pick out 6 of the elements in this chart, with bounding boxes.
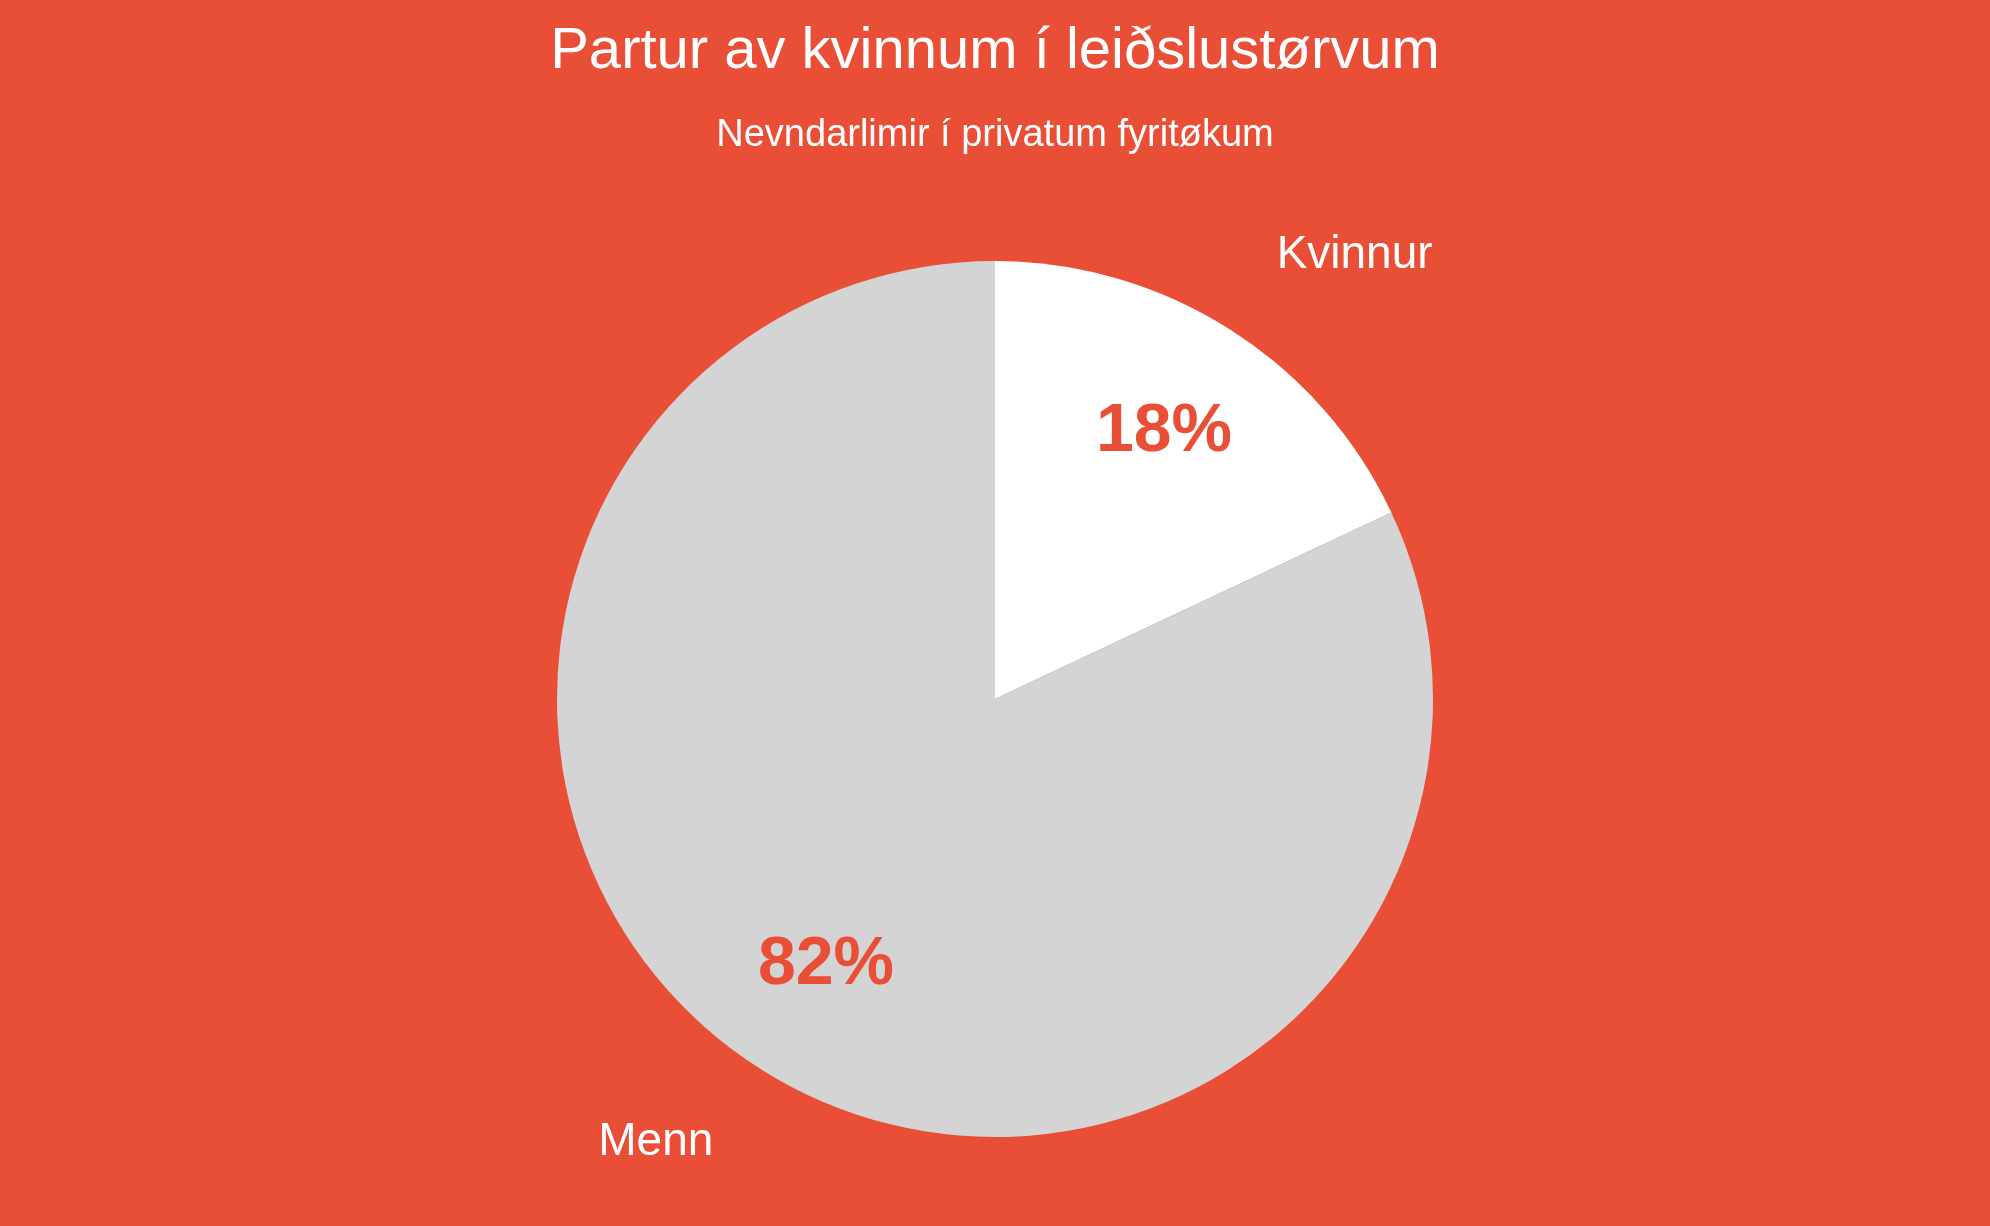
slice-label: Kvinnur: [1276, 225, 1433, 278]
chart-title: Partur av kvinnum í leiðslustørvum: [549, 14, 1441, 82]
data-label: 82%: [757, 922, 895, 999]
data-label: 18%: [1095, 389, 1233, 466]
chart-subtitle: Nevndarlimir í privatum fyritøkum: [715, 111, 1275, 156]
slice-label: Menn: [598, 1113, 714, 1166]
